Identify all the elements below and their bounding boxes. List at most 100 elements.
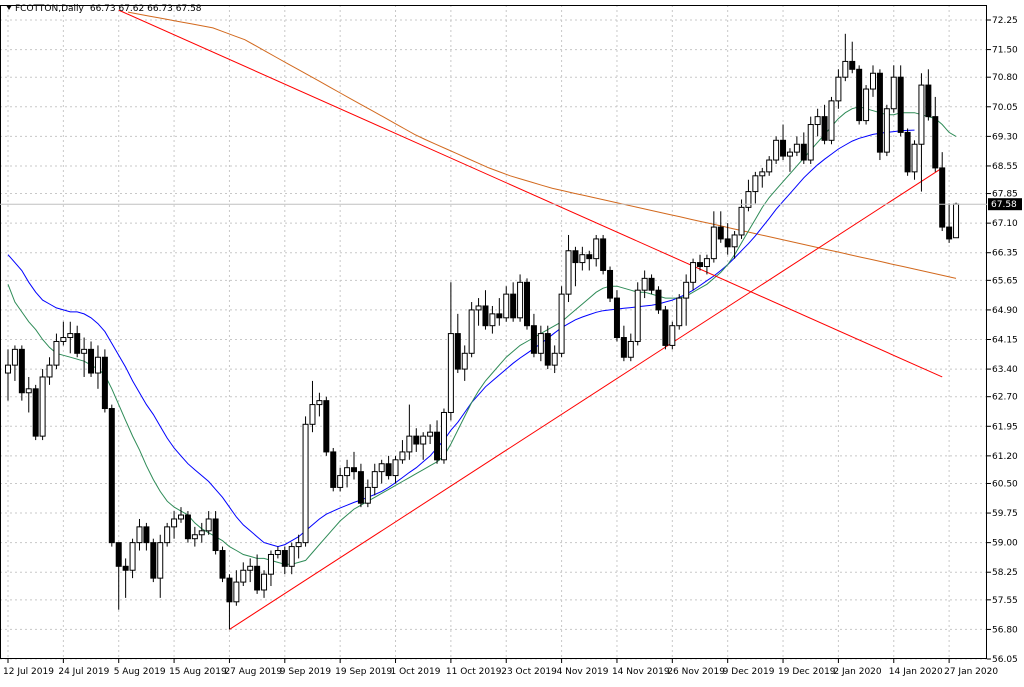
open-value: 66.73 [89,4,116,14]
candle-body [115,542,122,567]
close-value: 67.58 [175,4,202,14]
y-tick-label: 62.70 [992,393,1018,403]
candle-body [593,238,600,260]
candle-body [475,305,482,311]
x-tick-label: 14 Nov 2019 [612,667,670,677]
ma-slow-line [127,11,957,279]
candle-body [212,518,219,552]
candle-body [74,333,81,354]
price-tag [988,198,1022,211]
candle-body [766,159,773,173]
candle-body [39,376,46,437]
candle-body [703,258,710,268]
candle-body [157,542,164,579]
candle-body [233,581,240,603]
y-tick-label: 56.80 [992,625,1018,635]
candle-body [530,325,537,354]
plot-frame [0,5,987,659]
candle-body [863,88,870,122]
candle-body [565,250,572,295]
candle-body [25,388,32,394]
candle-body [558,293,565,354]
candle-body [344,467,351,477]
candle-body [191,534,198,540]
candle-body [932,116,939,169]
moving-averages [7,11,957,565]
candle-body [911,143,918,173]
candle-body [364,486,371,504]
y-tick-label: 58.25 [992,568,1018,578]
candle-body [392,459,399,477]
candle-body [710,226,717,260]
candles [5,33,960,630]
candle-body [427,431,434,437]
x-tick-label: 27 Aug 2019 [224,667,282,677]
candle-body [634,289,641,342]
x-tick-label: 11 Oct 2019 [446,667,502,677]
candle-body [572,250,579,264]
candle-body [399,451,406,461]
candle-body [378,463,385,473]
candle-body [164,526,171,544]
candle-body [925,84,932,118]
trendlines[interactable] [118,9,943,630]
candle-body [489,313,496,327]
x-tick-label: 12 Jul 2019 [3,667,54,677]
candle-body [357,471,364,504]
candle-body [420,435,427,445]
candle-body [108,408,115,544]
candle-body [939,167,946,228]
x-tick-label: 26 Nov 2019 [667,667,725,677]
candle-body [648,277,655,291]
candle-body [323,400,330,453]
candle-body [517,281,524,319]
candle-body [129,542,136,571]
candle-body [883,108,890,153]
candle-body [288,546,295,567]
x-tick-label: 19 Dec 2019 [778,667,836,677]
candle-body [953,203,960,239]
candle-body [786,151,793,157]
candle-body [724,238,731,248]
x-tick-label: 9 Sep 2019 [280,667,332,677]
ma-mid-line [7,129,915,548]
candle-body [184,514,191,540]
x-tick-label: 23 Oct 2019 [501,667,557,677]
y-tick-label: 72.25 [992,16,1018,26]
y-tick-label: 67.85 [992,190,1018,200]
dropdown-triangle-icon[interactable] [6,5,12,10]
candle-body [205,518,212,532]
candle-body [579,254,586,264]
candle-body [88,348,95,374]
y-tick-label: 64.15 [992,336,1018,346]
candle-body [94,356,101,374]
candle-body [849,60,856,70]
x-tick-label: 24 Jul 2019 [58,667,109,677]
candle-body [440,411,447,461]
candle-body [731,234,738,248]
candle-body [551,352,558,366]
candle-body [136,526,143,544]
candle-body [316,400,323,406]
y-tick-label: 65.65 [992,276,1018,286]
candle-body [371,471,378,488]
candle-body [122,565,129,571]
high-value: 67.62 [118,4,145,14]
x-tick-label: 1 Oct 2019 [391,667,441,677]
candle-body [46,364,53,378]
candle-body [793,143,800,153]
grid [0,5,987,660]
candle-body [524,281,530,327]
candle-body [780,139,787,157]
candle-body [544,333,551,366]
y-tick-label: 70.05 [992,103,1018,113]
candle-body [738,206,745,236]
candle-body [454,333,461,370]
candle-body [226,577,233,603]
candle-body [918,84,925,145]
candle-body [60,337,67,342]
candle-body [496,313,503,319]
candle-body [842,60,849,78]
